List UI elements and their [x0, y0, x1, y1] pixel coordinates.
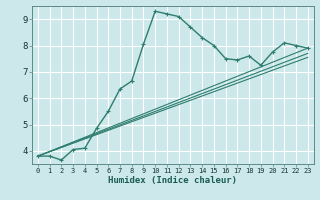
- X-axis label: Humidex (Indice chaleur): Humidex (Indice chaleur): [108, 176, 237, 185]
